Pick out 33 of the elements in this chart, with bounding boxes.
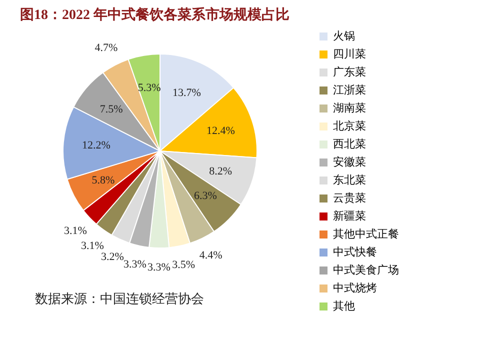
data-label: 5.8% — [92, 174, 115, 186]
legend-label: 江浙菜 — [333, 84, 366, 96]
data-label: 3.3% — [147, 261, 170, 274]
data-label: 7.5% — [100, 103, 123, 116]
data-label: 3.1% — [64, 224, 87, 237]
legend-label: 中式烧烤 — [333, 282, 377, 294]
legend-label: 中式快餐 — [333, 246, 377, 258]
legend-label: 北京菜 — [333, 120, 366, 132]
legend-label: 中式美食广场 — [333, 264, 399, 276]
legend-label: 四川菜 — [333, 48, 366, 60]
data-label: 4.4% — [199, 250, 222, 262]
legend-label: 新疆菜 — [333, 210, 366, 222]
legend-label: 东北菜 — [333, 174, 366, 186]
chart-title: 图18：2022 年中式餐饮各菜系市场规模占比 — [20, 6, 290, 24]
data-label: 3.5% — [172, 258, 196, 271]
data-label: 12.4% — [206, 124, 235, 137]
data-label: 8.2% — [209, 166, 232, 178]
legend-label: 火锅 — [333, 30, 355, 42]
source-note: 数据来源：中国连锁经营协会 — [35, 291, 204, 306]
legend-label: 其他 — [333, 300, 355, 312]
legend-label: 广东菜 — [333, 66, 366, 78]
legend-label: 湖南菜 — [333, 102, 366, 114]
legend-label: 云贵菜 — [333, 192, 366, 204]
data-label: 12.2% — [82, 139, 110, 152]
data-label: 3.3% — [124, 258, 146, 271]
data-label: 13.7% — [172, 86, 201, 99]
data-label: 6.3% — [194, 190, 217, 202]
legend-label: 其他中式正餐 — [333, 228, 399, 240]
data-label: 3.1% — [81, 240, 104, 252]
legend-label: 安徽菜 — [333, 156, 366, 168]
data-label: 4.7% — [94, 42, 118, 54]
data-label: 3.2% — [100, 251, 124, 264]
legend-label: 西北菜 — [333, 138, 366, 150]
